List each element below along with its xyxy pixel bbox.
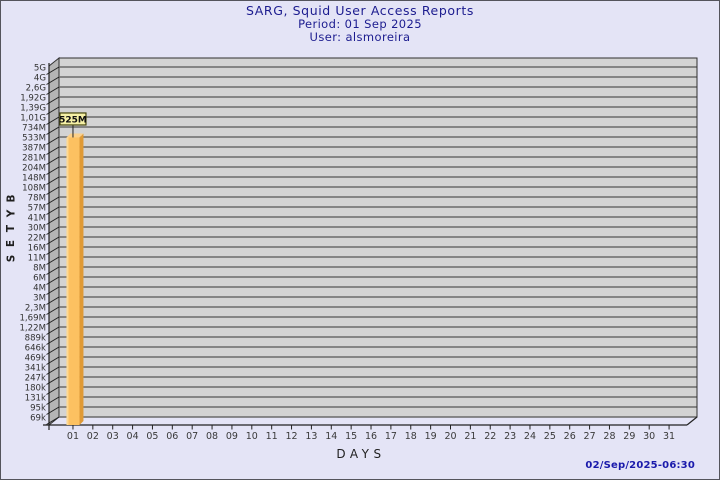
x-tick-label: 16 [365,431,377,442]
generated-timestamp: 02/Sep/2025-06:30 [585,460,695,471]
x-axis-title: DAYS [336,447,386,461]
y-tick-label: 341k [25,364,46,374]
bar-value-box [59,112,87,126]
x-tick-label: 12 [285,431,297,442]
y-tick-label: 889k [25,334,46,344]
bar-side-face [79,133,84,425]
x-tick-label: 02 [87,431,99,442]
y-tick-label: 30M [28,224,46,234]
y-tick-label: 108M [22,184,46,194]
x-tick-label: 27 [584,431,596,442]
y-tick-label: 11M [28,254,46,264]
bar-top-face [66,133,84,138]
x-tick-label: 20 [444,431,456,442]
x-tick-label: 30 [643,431,655,442]
y-tick-label: 1,01G [20,114,46,124]
x-tick-label: 25 [544,431,556,442]
y-tick-label: 2,6G [26,84,46,94]
y-tick-label: 5G [34,64,46,74]
x-tick-label: 18 [405,431,417,442]
x-tick-label: 31 [663,431,675,442]
x-tick-label: 23 [504,431,516,442]
x-tick-label: 03 [107,431,119,442]
x-tick-label: 04 [127,431,139,442]
y-tick-label: 57M [28,204,46,214]
x-tick-label: 08 [206,431,218,442]
y-tick-label: 1,39G [20,104,46,114]
report-period: Period: 01 Sep 2025 [298,17,422,31]
y-tick-label: 533M [22,134,46,144]
report-user: User: alsmoreira [309,30,411,44]
y-tick-label: 1,22M [19,324,46,334]
x-tick-label: 14 [325,431,337,442]
report-title: SARG, Squid User Access Reports [246,3,474,18]
y-tick-label: 4M [33,284,46,294]
y-tick-label: 8M [33,264,46,274]
x-tick-label: 15 [345,431,357,442]
y-tick-label: 469k [25,354,46,364]
y-tick-label: 69k [30,414,46,424]
bar-value-label: 525M [59,115,87,125]
x-tick-label: 17 [385,431,397,442]
x-tick-label: 19 [425,431,437,442]
y-tick-label: 180k [25,384,46,394]
y-tick-label: 734M [22,124,46,134]
y-tick-label: 247k [25,374,46,384]
x-tick-label: 29 [623,431,635,442]
bottom-depth-edge [686,416,698,426]
y-tick-label: 6M [33,274,46,284]
y-tick-label: 281M [22,154,46,164]
y-tick-label: 41M [28,214,46,224]
x-tick-label: 22 [484,431,496,442]
y-tick-label: 78M [28,194,46,204]
x-tick-label: 07 [186,431,198,442]
y-tick-label: 204M [22,164,46,174]
x-tick-label: 11 [266,431,278,442]
x-tick-label: 21 [464,431,476,442]
y-tick-label: 16M [28,244,46,254]
y-tick-label: 148M [22,174,46,184]
bar [66,137,80,425]
y-tick-label: 2,3M [25,304,46,314]
x-tick-label: 26 [564,431,576,442]
x-tick-label: 13 [305,431,317,442]
y-tick-label: 95k [30,404,46,414]
y-tick-label: 22M [28,234,46,244]
y-tick-label: 1,69M [19,314,46,324]
x-tick-label: 24 [524,431,536,442]
y-tick-label: 4G [34,74,46,84]
x-tick-label: 10 [246,431,258,442]
x-tick-label: 09 [226,431,238,442]
y-tick-label: 3M [33,294,46,304]
x-tick-label: 28 [603,431,615,442]
bar-highlight [66,137,69,425]
y-tick-label: 1,92G [20,94,46,104]
y-tick-label: 131k [25,394,46,404]
x-tick-label: 06 [166,431,178,442]
y-tick-label: 646k [25,344,46,354]
x-tick-label: 05 [146,431,158,442]
chart-header: SARG, Squid User Access Reports Period: … [1,4,719,44]
y-tick-label: 387M [22,144,46,154]
x-tick-label: 01 [67,431,79,442]
